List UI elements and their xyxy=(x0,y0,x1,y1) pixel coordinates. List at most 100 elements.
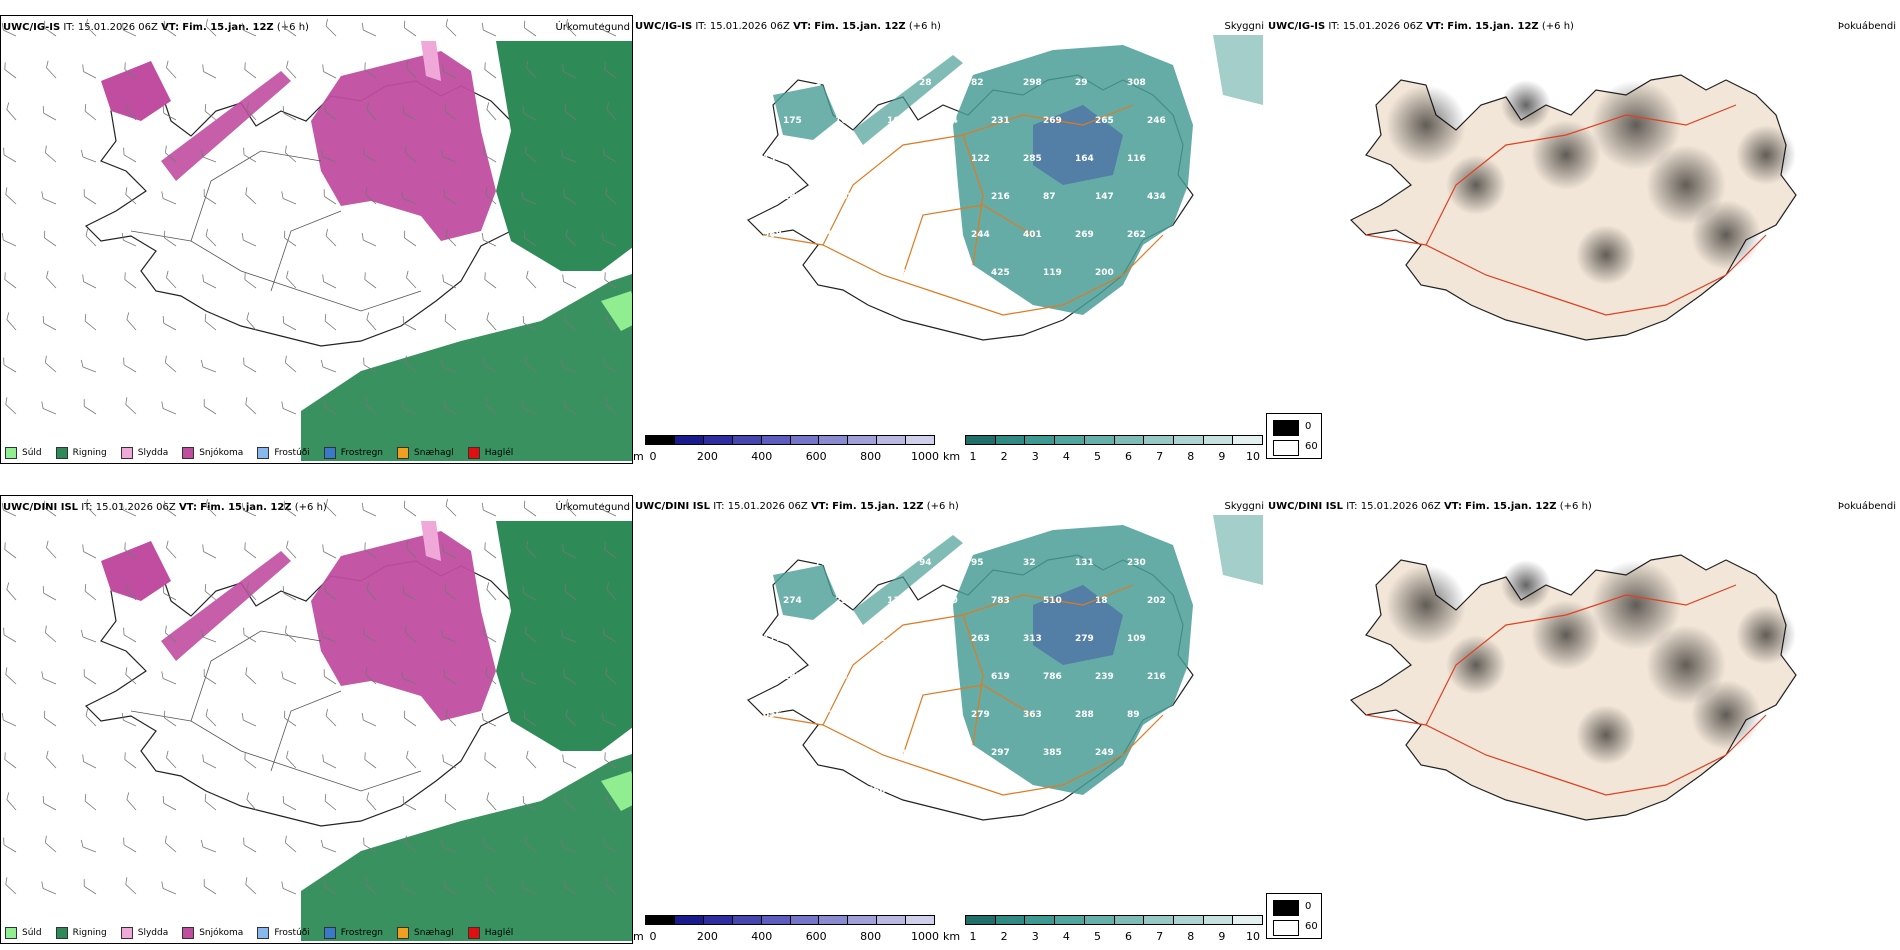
colorbar-segment xyxy=(703,436,733,444)
field-name: Þokuábendi xyxy=(1837,21,1896,32)
it-value: 15.01.2026 06Z xyxy=(95,502,176,513)
cloud-height-label: 783 xyxy=(991,596,1010,606)
model-name: UWC/IG-IS xyxy=(3,22,61,33)
legend-swatch xyxy=(182,927,195,939)
cloud-height-label: 656 xyxy=(763,710,782,720)
visibility-colorbar: km 1 2 3 4 5 6 7 8 9 10 xyxy=(943,435,1263,464)
colorbar-tick: 4 xyxy=(1062,450,1070,463)
visibility-panel-1: UWC/IG-IS IT: 15.01.2026 06Z VT: Fim. 15… xyxy=(633,15,1266,464)
colorbar-segment xyxy=(819,436,849,444)
legend-item: Slydda xyxy=(120,447,168,459)
colorbar-tick: 10 xyxy=(1246,450,1260,463)
cloud-height-label: 382 xyxy=(919,230,938,240)
cloud-height-label: 262 xyxy=(1127,230,1146,240)
legend-swatch xyxy=(5,927,17,939)
colorbar-segment xyxy=(646,436,675,444)
low-visibility-area xyxy=(1213,515,1263,585)
cloud-height-label: 417 xyxy=(1147,268,1166,278)
panel-title: UWC/DINI ISL IT: 15.01.2026 06Z VT: Fim.… xyxy=(1268,501,1592,512)
legend-label: Snæhagl xyxy=(414,928,454,938)
cloud-height-label: 426 xyxy=(887,192,906,202)
rain-area xyxy=(301,274,632,461)
fog-shading xyxy=(1736,125,1796,185)
vt-label: VT: xyxy=(1426,21,1445,32)
model-name: UWC/DINI ISL xyxy=(3,502,79,513)
colorbar-tick: 3 xyxy=(1031,930,1039,943)
cloud-height-label: 421 xyxy=(815,786,834,796)
cloud-height-label: 164 xyxy=(1075,154,1094,164)
colorbar-segment xyxy=(674,436,704,444)
field-name: Úrkomutegund xyxy=(555,22,630,33)
cloud-height-label: 288 xyxy=(1075,710,1094,720)
legend-item: Rigning xyxy=(55,447,107,459)
fog-shading xyxy=(1591,80,1681,170)
it-value: 15.01.2026 06Z xyxy=(1360,501,1441,512)
cloud-height-label: 216 xyxy=(991,192,1010,202)
it-value: 15.01.2026 06Z xyxy=(727,501,808,512)
snow-area xyxy=(311,51,496,241)
colorbar-segment xyxy=(1173,916,1204,924)
legend-item: Snjókoma xyxy=(182,447,243,459)
cloud-height-label: 420 xyxy=(939,596,958,606)
fog-shading xyxy=(1531,600,1601,670)
cloud-height-label: 308 xyxy=(1127,78,1146,88)
cloud-height-label: 122 xyxy=(971,154,990,164)
snow-area xyxy=(311,531,496,721)
it-label: IT: xyxy=(81,502,93,513)
lead-time: (+6 h) xyxy=(276,22,309,33)
fog-shading xyxy=(1386,565,1466,645)
snow-area xyxy=(101,61,171,121)
cloud-height-label: 29 xyxy=(1075,78,1088,88)
legend-swatch xyxy=(5,447,17,459)
cloud-height-label: 175 xyxy=(783,116,802,126)
low-visibility-area xyxy=(853,535,963,625)
cloud-height-label: 568 xyxy=(1147,748,1166,758)
colorbar-segment xyxy=(1084,916,1115,924)
cloud-height-label: 385 xyxy=(1043,748,1062,758)
cloud-height-label: 22 xyxy=(763,306,776,316)
field-name: Úrkomutegund xyxy=(555,502,630,513)
it-label: IT: xyxy=(713,501,725,512)
colorbar-tick: 9 xyxy=(1218,450,1226,463)
cloud-height-label: 202 xyxy=(1147,596,1166,606)
cloud-height-label: 195 xyxy=(919,786,938,796)
colorbar-strip xyxy=(645,915,935,925)
fog-shading xyxy=(1591,560,1681,650)
colorbar-segment xyxy=(1233,436,1263,444)
cloud-height-label: 28 xyxy=(919,78,932,88)
low-visibility-area xyxy=(953,525,1193,795)
low-visibility-area xyxy=(1213,35,1263,105)
vt-value: Fim. 15.jan. 12Z xyxy=(1447,21,1539,32)
colorbar-segment xyxy=(1084,436,1115,444)
colorbar-segment xyxy=(1203,436,1234,444)
colorbar-tick: 600 xyxy=(805,930,827,943)
colorbar-tick: 800 xyxy=(860,930,882,943)
cloud-height-label: 81 xyxy=(867,78,880,88)
fog-shading xyxy=(1691,200,1761,270)
cloud-height-label: 165 xyxy=(835,116,854,126)
fog-shading xyxy=(1646,625,1726,705)
legend-label: Frostúði xyxy=(274,448,310,458)
colorbar-unit: km xyxy=(943,930,961,943)
fog-shading xyxy=(1736,605,1796,665)
colorbar-segment xyxy=(1025,436,1056,444)
cloud-height-label: 236 xyxy=(835,596,854,606)
model-name: UWC/DINI ISL xyxy=(635,501,711,512)
colorbar-segment xyxy=(790,436,820,444)
cloud-height-label: 142 xyxy=(867,558,886,568)
cloud-height-label: 73 xyxy=(815,558,828,568)
cloud-height-label: 433 xyxy=(867,230,886,240)
precip-legend: Súld Rigning Slydda Snjókoma Frostúði Frostre… xyxy=(5,927,513,939)
fog-index-map xyxy=(1349,554,1797,821)
lead-time: (+6 h) xyxy=(1559,501,1592,512)
drizzle-area xyxy=(601,291,632,331)
cloud-height-label: 381 xyxy=(939,268,958,278)
colorbar-strip xyxy=(965,435,1263,445)
colorbar-segment xyxy=(1025,916,1056,924)
cloud-height-label: 268 xyxy=(835,192,854,202)
cloud-height-label: 160 xyxy=(815,634,834,644)
colorbar-tick: 7 xyxy=(1156,450,1164,463)
colorbar-segment xyxy=(1144,916,1174,924)
colorbar-tick: 6 xyxy=(1125,450,1133,463)
fog-shading xyxy=(1691,680,1761,750)
